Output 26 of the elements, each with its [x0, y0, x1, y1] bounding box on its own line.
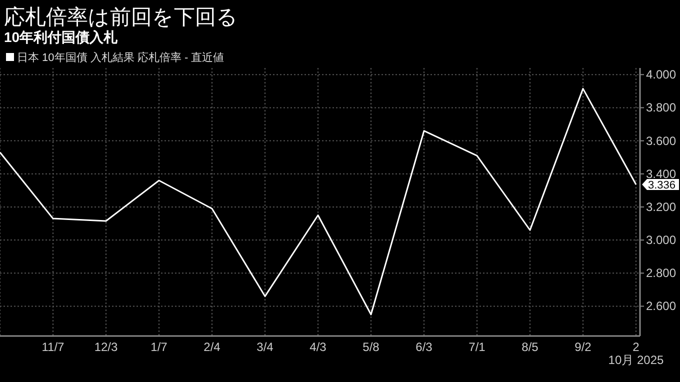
- x-tick-label: 11/7: [42, 340, 65, 354]
- y-tick-label: 2.600: [646, 299, 676, 314]
- y-tick-label: 2.800: [646, 266, 676, 280]
- x-tick-label: 9/2: [574, 340, 592, 354]
- x-axis-title: 10月 2025: [608, 353, 664, 367]
- y-tick-label: 4.000: [646, 68, 676, 82]
- chart-title: 応札倍率は前回を下回る: [4, 6, 238, 29]
- y-tick-label: 3.400: [646, 166, 676, 181]
- x-tick-label: 6/3: [416, 340, 433, 354]
- x-tick-label: 3/4: [256, 340, 274, 354]
- x-tick-label: 8/5: [522, 340, 539, 354]
- legend-label: 日本 10年国債 入札結果 応札倍率 - 直近値: [17, 51, 224, 64]
- y-tick-label: 3.800: [646, 100, 676, 115]
- y-tick-label: 3.200: [646, 200, 676, 214]
- y-tick-label: 3.600: [646, 134, 676, 148]
- x-tick-label: 12/3: [94, 340, 118, 354]
- data-label: 3.336: [648, 179, 676, 192]
- x-tick-label: 1/7: [150, 340, 168, 354]
- x-tick-label: 7/1: [468, 340, 486, 354]
- x-tick-label: 2: [632, 340, 640, 354]
- y-tick-label: 3.000: [646, 233, 676, 248]
- chart-subtitle: 10年利付国債入札: [4, 29, 119, 45]
- x-tick-label: 2/4: [204, 340, 221, 354]
- x-tick-label: 4/3: [310, 340, 327, 354]
- line-series: [0, 88, 637, 316]
- x-tick-label: 5/8: [362, 340, 380, 354]
